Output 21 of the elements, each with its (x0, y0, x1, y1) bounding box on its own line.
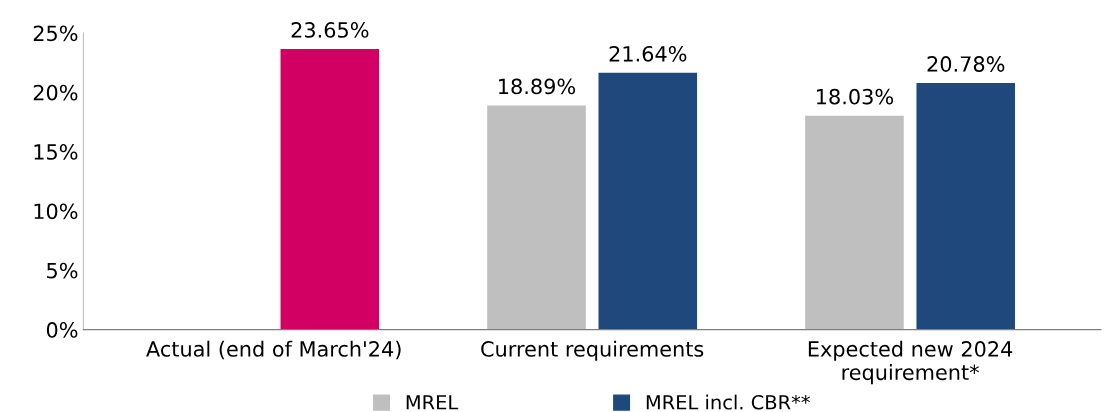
y-tick-label: 15% (34, 144, 78, 160)
data-label: 23.65% (291, 22, 369, 38)
y-tick-label: 25% (33, 25, 78, 42)
bar (598, 72, 698, 330)
data-label: 21.64% (609, 45, 687, 62)
y-tick-label: 5% (47, 262, 78, 279)
bar (280, 48, 380, 330)
y-tick-label: 10% (34, 203, 78, 220)
x-tick-label: Actual (end of March'24) (146, 340, 401, 360)
x-tick-label: Expected new 2024 requirement* (808, 340, 1013, 385)
bar (916, 83, 1016, 330)
bar (805, 115, 904, 330)
legend-label: MREL (406, 395, 459, 410)
y-tick-label: 0% (46, 322, 78, 338)
data-label: 18.03% (817, 88, 894, 105)
legend-label: MREL incl. CBR** (646, 394, 810, 410)
y-tick-label: 20% (33, 84, 78, 101)
data-label: 18.89% (499, 78, 576, 95)
bar (487, 105, 586, 330)
data-label: 20.78% (927, 56, 1005, 72)
x-tick-label: Current requirements (481, 340, 704, 361)
